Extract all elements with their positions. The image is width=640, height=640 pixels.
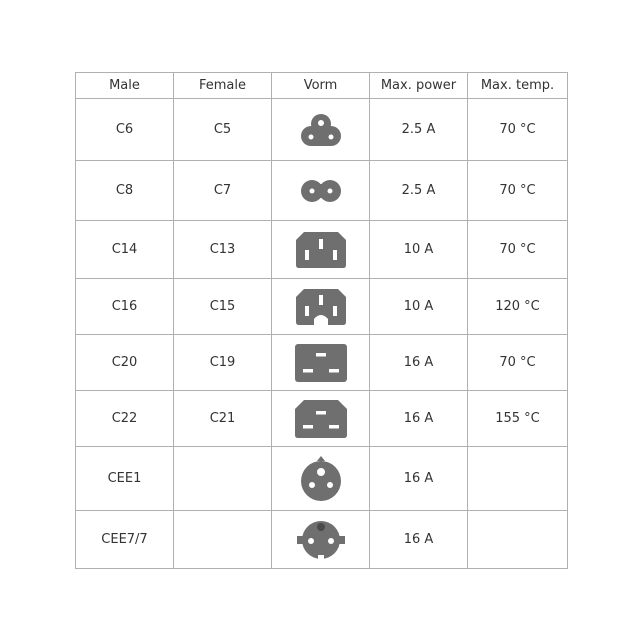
table-row: C6 C5 2.5 A 70 °C (75, 98, 568, 161)
male-cell: CEE7/7 (75, 510, 174, 569)
female-cell: C5 (173, 98, 272, 161)
table-row: C20 C19 16 A 70 °C (75, 334, 568, 391)
header-male: Male (75, 72, 174, 99)
header-vorm: Vorm (271, 72, 370, 99)
vorm-cell (271, 160, 370, 221)
header-female: Female (173, 72, 272, 99)
female-cell: C15 (173, 278, 272, 335)
temp-cell: 155 °C (467, 390, 568, 447)
male-cell: C6 (75, 98, 174, 161)
power-cell: 16 A (369, 390, 468, 447)
header-row: Male Female Vorm Max. power Max. temp. (75, 72, 568, 99)
c7-figure-eight-icon (272, 179, 369, 203)
male-cell: CEE1 (75, 446, 174, 511)
male-cell: C22 (75, 390, 174, 447)
cee1-round-icon (272, 455, 369, 502)
temp-cell: 70 °C (467, 160, 568, 221)
vorm-cell (271, 446, 370, 511)
male-cell: C20 (75, 334, 174, 391)
female-cell: C19 (173, 334, 272, 391)
vorm-cell (271, 220, 370, 279)
temp-cell (467, 510, 568, 569)
female-cell: C21 (173, 390, 272, 447)
female-cell (173, 446, 272, 511)
cee7-schuko-icon (272, 519, 369, 561)
table-row: C16 C15 10 A 120 °C (75, 278, 568, 335)
power-cell: 16 A (369, 446, 468, 511)
temp-cell: 70 °C (467, 98, 568, 161)
vorm-cell (271, 334, 370, 391)
temp-cell: 70 °C (467, 220, 568, 279)
c19-icon (272, 343, 369, 382)
vorm-cell (271, 98, 370, 161)
header-max-power: Max. power (369, 72, 468, 99)
power-cell: 10 A (369, 278, 468, 335)
female-cell (173, 510, 272, 569)
table-row: C8 C7 2.5 A 70 °C (75, 160, 568, 221)
c15-icon (272, 288, 369, 325)
power-cell: 10 A (369, 220, 468, 279)
c21-icon (272, 399, 369, 438)
male-cell: C8 (75, 160, 174, 221)
female-cell: C7 (173, 160, 272, 221)
power-cell: 16 A (369, 334, 468, 391)
power-cell: 2.5 A (369, 160, 468, 221)
vorm-cell (271, 510, 370, 569)
table-row: CEE1 16 A (75, 446, 568, 511)
header-max-temp: Max. temp. (467, 72, 568, 99)
c13-icon (272, 231, 369, 268)
male-cell: C16 (75, 278, 174, 335)
temp-cell (467, 446, 568, 511)
temp-cell: 70 °C (467, 334, 568, 391)
power-cell: 2.5 A (369, 98, 468, 161)
vorm-cell (271, 278, 370, 335)
table-row: C22 C21 16 A 155 °C (75, 390, 568, 447)
female-cell: C13 (173, 220, 272, 279)
power-cell: 16 A (369, 510, 468, 569)
vorm-cell (271, 390, 370, 447)
c5-cloverleaf-icon (272, 113, 369, 147)
male-cell: C14 (75, 220, 174, 279)
connector-table: Male Female Vorm Max. power Max. temp. C… (75, 72, 568, 569)
table-row: CEE7/7 16 A (75, 510, 568, 569)
table-row: C14 C13 10 A 70 °C (75, 220, 568, 279)
temp-cell: 120 °C (467, 278, 568, 335)
